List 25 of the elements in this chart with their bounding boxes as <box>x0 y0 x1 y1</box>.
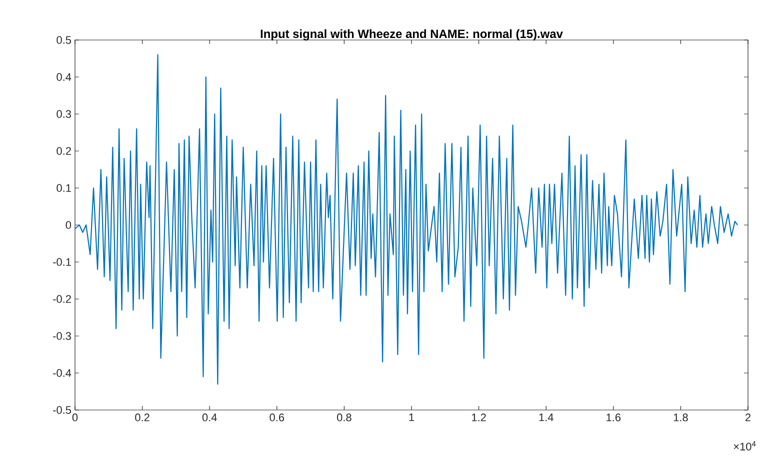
chart-title: Input signal with Wheeze and NAME: normal (15).wav <box>260 29 563 40</box>
y-tick-label: 0.4 <box>56 73 72 81</box>
x-tick-label: 1.8 <box>674 414 688 422</box>
x-tick-label: 0.4 <box>202 414 217 422</box>
y-tick-label: 0 <box>66 221 72 229</box>
x-tick-label: 1.4 <box>539 414 554 422</box>
y-tick-label: -0.3 <box>53 332 71 340</box>
x-tick-label: 0.2 <box>135 414 150 422</box>
x-tick-label: 1 <box>409 414 414 422</box>
line-series <box>75 54 738 385</box>
x-tick-label: 0 <box>72 414 78 422</box>
x-tick-label: 1.2 <box>472 414 486 422</box>
text: ×10$^{4}$ <box>734 441 756 450</box>
y-tick-label: -0.1 <box>53 258 71 266</box>
y-tick-label: -0.5 <box>53 406 72 414</box>
x-tick-label: 2 <box>746 414 751 422</box>
y-tick-label: -0.2 <box>53 295 71 303</box>
x-tick-label: 0.6 <box>270 414 284 422</box>
x-tick-label: 0.8 <box>337 414 352 422</box>
x-tick-label: 1.6 <box>606 414 621 422</box>
y-tick-label: 0.2 <box>56 147 71 155</box>
y-tick-label: -0.4 <box>53 369 72 377</box>
y-tick-label: 0.3 <box>56 110 71 118</box>
y-tick-label: 0.1 <box>56 184 71 192</box>
y-tick-label: 0.5 <box>56 36 72 44</box>
